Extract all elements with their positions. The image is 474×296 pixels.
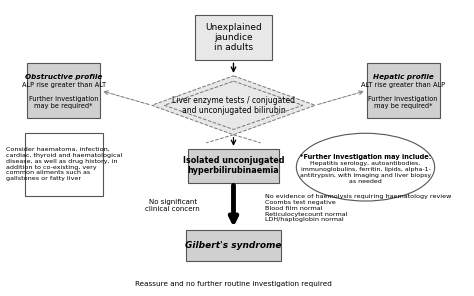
FancyBboxPatch shape bbox=[27, 63, 100, 118]
Polygon shape bbox=[152, 76, 315, 135]
Ellipse shape bbox=[296, 133, 435, 201]
Text: Obstructive profile: Obstructive profile bbox=[25, 74, 102, 80]
FancyBboxPatch shape bbox=[189, 149, 279, 183]
Text: *Further investigation may include:: *Further investigation may include: bbox=[300, 154, 431, 160]
Text: Consider haematoma, infection,
cardiac, thyroid and haematological
disease, as w: Consider haematoma, infection, cardiac, … bbox=[6, 147, 122, 181]
Text: Reassure and no further routine investigation required: Reassure and no further routine investig… bbox=[135, 281, 332, 287]
Text: ALT rise greater than ALP

Further investigation
may be required*: ALT rise greater than ALP Further invest… bbox=[361, 82, 445, 109]
Text: Gilbert's syndrome: Gilbert's syndrome bbox=[185, 241, 282, 250]
Text: ALP rise greater than ALT

Further investigation
may be required*: ALP rise greater than ALT Further invest… bbox=[22, 82, 106, 109]
Text: Hepatitis serology, autoantibodies,
immunoglobulins, ferritin, lipids, alpha-1-
: Hepatitis serology, autoantibodies, immu… bbox=[300, 161, 431, 184]
Text: Unexplained
jaundice
in adults: Unexplained jaundice in adults bbox=[205, 22, 262, 52]
FancyBboxPatch shape bbox=[366, 63, 440, 118]
Text: Liver enzyme tests / conjugated
and unconjugated bilirubin: Liver enzyme tests / conjugated and unco… bbox=[172, 96, 295, 115]
FancyBboxPatch shape bbox=[25, 133, 102, 196]
FancyBboxPatch shape bbox=[195, 15, 272, 60]
FancyBboxPatch shape bbox=[186, 230, 281, 261]
Text: Hepatic profile: Hepatic profile bbox=[373, 74, 434, 80]
Text: No evidence of haemolysis requiring haematology review
Coombs test negative
Bloo: No evidence of haemolysis requiring haem… bbox=[265, 194, 451, 223]
Text: No significant
clinical concern: No significant clinical concern bbox=[146, 199, 200, 212]
Text: Isolated unconjugated
hyperbilirubinaemia: Isolated unconjugated hyperbilirubinaemi… bbox=[183, 156, 284, 175]
